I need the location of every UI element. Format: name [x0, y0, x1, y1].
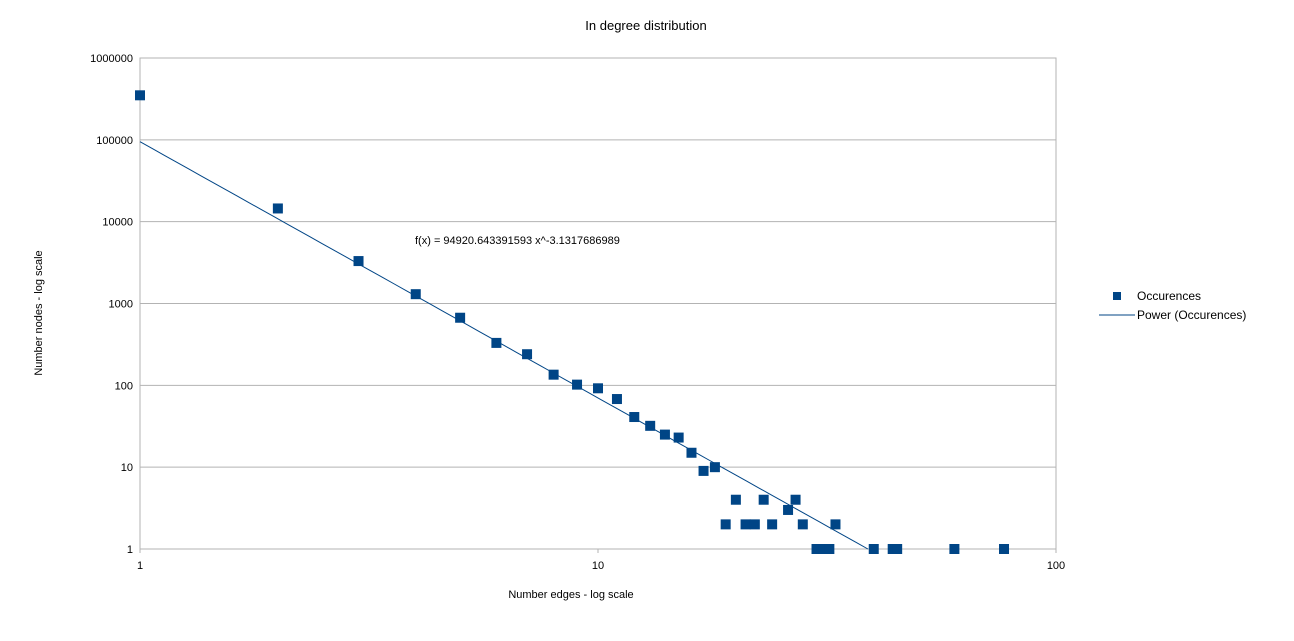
data-point	[455, 312, 466, 323]
plot-frame	[139, 57, 1057, 550]
data-point	[548, 369, 559, 380]
x-tick-label: 1	[137, 560, 143, 572]
data-point	[811, 544, 822, 554]
data-point	[749, 519, 760, 530]
grid-layer	[139, 57, 1057, 553]
data-point	[797, 519, 808, 530]
data-point	[522, 349, 533, 360]
legend-label-power: Power (Occurences)	[1137, 308, 1246, 322]
y-tick-labels: 1 10 100 1000 10000 100000 1000000	[90, 53, 133, 556]
data-point	[629, 412, 640, 423]
data-point	[410, 289, 421, 300]
data-point	[593, 383, 603, 394]
data-point	[790, 494, 801, 505]
data-point	[868, 544, 879, 554]
data-point	[673, 432, 684, 443]
trendline-layer	[139, 141, 869, 550]
data-point	[730, 494, 741, 505]
legend: Occurences Power (Occurences)	[1099, 289, 1246, 322]
data-point	[709, 462, 720, 473]
legend-marker-occurences	[1113, 292, 1121, 300]
data-point	[830, 519, 841, 530]
y-tick-label: 1	[127, 544, 133, 556]
data-point	[686, 447, 697, 458]
data-point	[611, 394, 622, 405]
data-point	[818, 544, 829, 554]
data-point	[892, 544, 903, 554]
data-point	[783, 504, 794, 515]
legend-label-occurences: Occurences	[1137, 289, 1201, 303]
x-axis-title: Number edges - log scale	[508, 589, 633, 601]
x-tick-label: 10	[592, 560, 604, 572]
data-point	[720, 519, 731, 530]
y-tick-label: 1000000	[90, 53, 133, 65]
data-point	[272, 203, 283, 214]
data-point	[645, 420, 656, 431]
data-point	[758, 494, 769, 505]
data-point	[491, 337, 502, 348]
chart-title: In degree distribution	[585, 18, 706, 33]
x-tick-label: 100	[1047, 560, 1065, 572]
data-point	[135, 90, 145, 101]
y-tick-label: 10000	[102, 217, 133, 229]
data-point	[949, 544, 960, 554]
y-tick-label: 100000	[96, 135, 133, 147]
points-layer	[135, 90, 1010, 554]
data-point	[824, 544, 835, 554]
data-point	[353, 256, 364, 267]
data-point	[698, 465, 709, 476]
data-point	[999, 544, 1010, 554]
data-point	[767, 519, 778, 530]
y-tick-label: 10	[121, 462, 133, 474]
data-point	[659, 429, 670, 440]
trendline	[139, 141, 869, 550]
data-point	[740, 519, 751, 530]
trendline-equation: f(x) = 94920.643391593 x^-3.1317686989	[415, 235, 620, 247]
x-tick-labels: 1 10 100	[137, 560, 1065, 572]
y-tick-label: 100	[115, 380, 133, 392]
data-point	[572, 379, 583, 390]
y-tick-label: 1000	[109, 299, 133, 311]
y-axis-title: Number nodes - log scale	[33, 250, 45, 375]
